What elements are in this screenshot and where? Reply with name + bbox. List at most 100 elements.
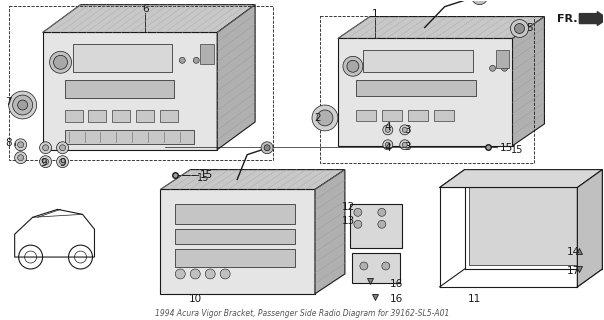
Polygon shape: [43, 33, 217, 150]
Circle shape: [402, 142, 407, 147]
Text: 4: 4: [385, 122, 391, 132]
Polygon shape: [338, 38, 513, 146]
Text: 2: 2: [315, 113, 321, 123]
Bar: [320, 16, 535, 163]
Circle shape: [264, 145, 270, 151]
Circle shape: [354, 220, 362, 228]
Circle shape: [385, 142, 390, 147]
Bar: [8, 6, 273, 160]
Circle shape: [60, 145, 66, 151]
Bar: [65, 110, 83, 122]
Text: 17: 17: [567, 266, 580, 276]
Polygon shape: [440, 170, 602, 188]
Bar: [434, 110, 454, 121]
Bar: [352, 253, 400, 283]
Text: 9: 9: [59, 158, 66, 168]
Circle shape: [54, 55, 68, 69]
Circle shape: [382, 262, 390, 270]
Circle shape: [501, 65, 507, 71]
Polygon shape: [577, 170, 602, 287]
Text: 16: 16: [390, 279, 403, 289]
Polygon shape: [217, 5, 255, 150]
Circle shape: [8, 91, 37, 119]
Circle shape: [57, 156, 68, 168]
Circle shape: [40, 156, 51, 168]
Text: 15: 15: [198, 172, 210, 183]
Text: 6: 6: [142, 4, 149, 14]
Text: 12: 12: [342, 202, 355, 212]
Text: 7: 7: [5, 97, 12, 107]
Bar: [350, 204, 402, 248]
Bar: [65, 130, 194, 144]
Circle shape: [14, 152, 27, 164]
Bar: [382, 110, 402, 121]
Polygon shape: [160, 170, 345, 189]
Text: 15: 15: [510, 145, 523, 155]
Circle shape: [14, 139, 27, 151]
Polygon shape: [338, 17, 544, 38]
Text: 16: 16: [390, 294, 403, 304]
Circle shape: [400, 140, 410, 150]
Bar: [363, 50, 472, 72]
Bar: [408, 110, 428, 121]
Circle shape: [220, 269, 230, 279]
Circle shape: [60, 159, 66, 165]
Circle shape: [18, 100, 28, 110]
Circle shape: [43, 159, 48, 165]
Text: 3: 3: [405, 142, 411, 152]
Circle shape: [383, 140, 393, 150]
Circle shape: [18, 142, 24, 148]
Bar: [160, 110, 178, 122]
Text: 5: 5: [526, 22, 533, 33]
Text: 3: 3: [405, 125, 411, 135]
Circle shape: [207, 57, 213, 63]
Circle shape: [400, 125, 410, 135]
Bar: [175, 204, 295, 224]
Text: 1994 Acura Vigor Bracket, Passenger Side Radio Diagram for 39162-SL5-A01: 1994 Acura Vigor Bracket, Passenger Side…: [155, 309, 449, 318]
Circle shape: [510, 20, 528, 37]
Circle shape: [378, 220, 386, 228]
Circle shape: [475, 0, 484, 1]
Polygon shape: [315, 170, 345, 294]
Text: 15: 15: [500, 143, 513, 153]
Circle shape: [57, 142, 68, 154]
Circle shape: [402, 127, 407, 132]
Circle shape: [515, 24, 524, 34]
Text: 9: 9: [40, 158, 47, 168]
Circle shape: [383, 125, 393, 135]
Circle shape: [190, 269, 201, 279]
Circle shape: [40, 142, 51, 154]
Bar: [201, 44, 214, 64]
Circle shape: [175, 269, 185, 279]
Circle shape: [193, 57, 199, 63]
Bar: [175, 229, 295, 244]
Circle shape: [205, 269, 215, 279]
Circle shape: [43, 145, 48, 151]
Text: 13: 13: [342, 216, 355, 226]
Circle shape: [378, 208, 386, 216]
Text: 10: 10: [188, 294, 202, 304]
Bar: [356, 110, 376, 121]
Polygon shape: [513, 17, 544, 146]
Bar: [137, 110, 155, 122]
Circle shape: [312, 105, 338, 131]
Circle shape: [50, 52, 71, 73]
Polygon shape: [160, 189, 315, 294]
Bar: [65, 80, 175, 98]
Bar: [495, 50, 509, 68]
Circle shape: [360, 262, 368, 270]
Bar: [112, 110, 130, 122]
Circle shape: [354, 208, 362, 216]
Text: 15: 15: [201, 170, 213, 180]
Circle shape: [317, 110, 333, 126]
Text: 11: 11: [468, 294, 481, 304]
Text: 1: 1: [371, 9, 378, 19]
Text: 4: 4: [385, 143, 391, 153]
Bar: [72, 44, 172, 72]
Circle shape: [13, 95, 33, 115]
Bar: [89, 110, 106, 122]
Text: FR.: FR.: [557, 13, 578, 24]
Circle shape: [472, 0, 487, 5]
Bar: [175, 249, 295, 267]
Polygon shape: [43, 5, 255, 33]
